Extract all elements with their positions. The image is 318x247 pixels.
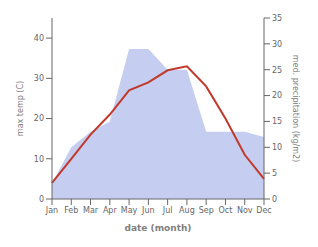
svg-text:Jun: Jun [141,206,155,215]
svg-text:15: 15 [272,117,282,126]
svg-text:10: 10 [34,155,44,164]
svg-text:0: 0 [272,195,277,204]
svg-text:May: May [121,206,138,215]
svg-text:med. precipitation (kg/m2): med. precipitation (kg/m2) [291,55,300,162]
svg-text:30: 30 [272,40,282,49]
svg-text:35: 35 [272,14,282,23]
svg-text:30: 30 [34,74,44,83]
svg-text:Jan: Jan [45,206,58,215]
svg-text:Sep: Sep [199,206,214,215]
svg-text:Jul: Jul [162,206,173,215]
svg-text:Feb: Feb [64,206,78,215]
svg-text:25: 25 [272,66,282,75]
svg-text:Dec: Dec [256,206,271,215]
svg-text:0: 0 [39,195,44,204]
svg-text:Apr: Apr [103,206,118,215]
svg-text:5: 5 [272,169,277,178]
svg-text:20: 20 [272,91,282,100]
svg-text:date (month): date (month) [125,223,192,233]
svg-text:40: 40 [34,34,44,43]
svg-text:Aug: Aug [179,206,195,215]
svg-text:Nov: Nov [237,206,253,215]
svg-text:Oct: Oct [219,206,233,215]
svg-text:10: 10 [272,143,282,152]
svg-text:max temp (C): max temp (C) [16,81,25,136]
svg-text:20: 20 [34,114,44,123]
svg-text:Mar: Mar [83,206,99,215]
